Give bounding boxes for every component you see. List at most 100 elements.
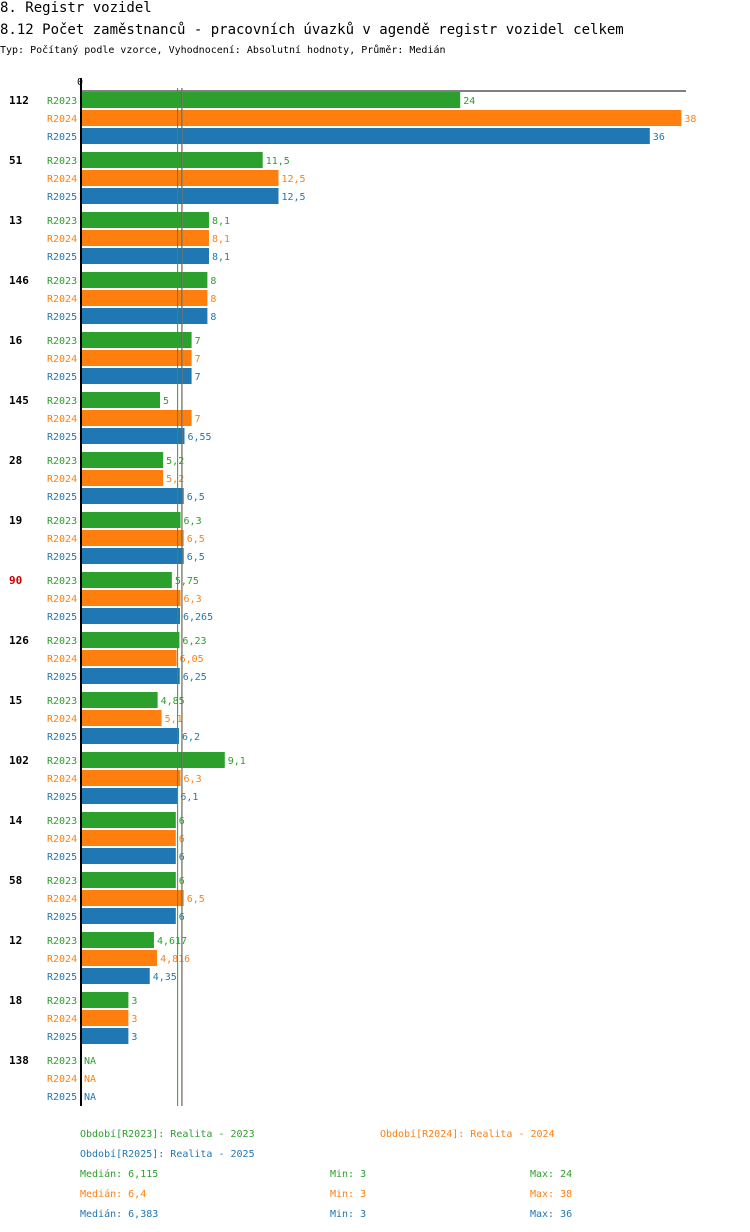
- value-label: 7: [195, 372, 201, 383]
- period-label: R2023: [47, 996, 77, 1007]
- legend-period-2025: Období[R2025]: Realita - 2025: [80, 1149, 255, 1160]
- period-label: R2024: [47, 414, 77, 425]
- value-label: 6,05: [180, 654, 204, 665]
- period-label: R2025: [47, 912, 77, 923]
- bar: [81, 488, 184, 504]
- group-label: 14: [9, 814, 23, 827]
- period-label: R2023: [47, 576, 77, 587]
- value-label: 9,1: [228, 756, 246, 767]
- period-label: R2025: [47, 192, 77, 203]
- bar: [81, 170, 279, 186]
- section-title: 8. Registr vozidel: [0, 0, 152, 16]
- bar: [81, 128, 650, 144]
- period-label: R2023: [47, 816, 77, 827]
- period-label: R2024: [47, 534, 77, 545]
- group-label: 102: [9, 754, 29, 767]
- period-label: R2024: [47, 1074, 77, 1085]
- legend-min-2024: Min: 3: [330, 1189, 367, 1200]
- bar: [81, 530, 184, 546]
- group-label: 13: [9, 214, 22, 227]
- period-label: R2023: [47, 936, 77, 947]
- value-label: 7: [195, 414, 201, 425]
- bar: [81, 692, 158, 708]
- period-label: R2024: [47, 1014, 77, 1025]
- group-label: 19: [9, 514, 22, 527]
- bar: [81, 1028, 129, 1044]
- value-label: 8: [210, 276, 216, 287]
- group-label: 28: [9, 454, 22, 467]
- bar: [81, 512, 181, 528]
- bar: [81, 788, 178, 804]
- period-label: R2023: [47, 696, 77, 707]
- chart-title: 8.12 Počet zaměstnanců - pracovních úvaz…: [0, 22, 624, 38]
- bar: [81, 152, 263, 168]
- bar: [81, 212, 209, 228]
- bar: [81, 848, 176, 864]
- value-label: 6,2: [182, 732, 200, 743]
- period-label: R2023: [47, 756, 77, 767]
- bar: [81, 752, 225, 768]
- period-label: R2024: [47, 474, 77, 485]
- group-label: 58: [9, 874, 22, 887]
- bar: [81, 608, 180, 624]
- period-label: R2023: [47, 516, 77, 527]
- value-label: 7: [195, 336, 201, 347]
- legend-period-2023: Období[R2023]: Realita - 2023: [80, 1129, 255, 1140]
- period-label: R2025: [47, 1092, 77, 1103]
- bar: [81, 770, 181, 786]
- value-label: 24: [463, 96, 475, 107]
- value-label: 8,1: [212, 252, 230, 263]
- value-label: 6,5: [187, 552, 205, 563]
- period-label: R2025: [47, 312, 77, 323]
- value-label: 12,5: [282, 174, 306, 185]
- period-label: R2024: [47, 834, 77, 845]
- bar: [81, 812, 176, 828]
- value-label: 6,265: [183, 612, 213, 623]
- value-label: 7: [195, 354, 201, 365]
- period-label: R2023: [47, 1056, 77, 1067]
- bar: [81, 272, 208, 288]
- period-label: R2025: [47, 672, 77, 683]
- period-label: R2025: [47, 732, 77, 743]
- bar: [81, 290, 208, 306]
- value-label: NA: [84, 1092, 96, 1103]
- group-label: 12: [9, 934, 22, 947]
- value-label: 5,1: [165, 714, 183, 725]
- bar: [81, 992, 129, 1008]
- bar: [81, 110, 682, 126]
- period-label: R2025: [47, 492, 77, 503]
- value-label: 36: [653, 132, 665, 143]
- bar: [81, 188, 279, 204]
- bar: [81, 332, 192, 348]
- bar: [81, 668, 180, 684]
- period-label: R2023: [47, 156, 77, 167]
- period-label: R2024: [47, 114, 77, 125]
- bar: [81, 248, 209, 264]
- group-label: 90: [9, 574, 22, 587]
- value-label: NA: [84, 1056, 96, 1067]
- legend-min-2023: Min: 3: [330, 1169, 367, 1180]
- value-label: 6,3: [184, 516, 202, 527]
- value-label: 8: [210, 312, 216, 323]
- value-label: 6,23: [182, 636, 206, 647]
- period-label: R2023: [47, 636, 77, 647]
- legend-max-2024: Max: 38: [530, 1189, 573, 1200]
- legend-median-2024: Medián: 6,4: [80, 1189, 147, 1200]
- period-label: R2025: [47, 792, 77, 803]
- period-label: R2023: [47, 216, 77, 227]
- value-label: 6,5: [187, 534, 205, 545]
- bar: [81, 710, 162, 726]
- value-label: 3: [131, 1014, 137, 1025]
- period-label: R2023: [47, 96, 77, 107]
- period-label: R2023: [47, 396, 77, 407]
- legend-min-2025: Min: 3: [330, 1209, 367, 1220]
- period-label: R2024: [47, 354, 77, 365]
- chart-subtitle: Typ: Počítaný podle vzorce, Vyhodnocení:…: [0, 45, 446, 56]
- group-label: 145: [9, 394, 29, 407]
- group-label: 146: [9, 274, 29, 287]
- period-label: R2024: [47, 294, 77, 305]
- bar: [81, 932, 154, 948]
- value-label: 6,55: [187, 432, 211, 443]
- bar: [81, 632, 180, 648]
- bar: [81, 968, 150, 984]
